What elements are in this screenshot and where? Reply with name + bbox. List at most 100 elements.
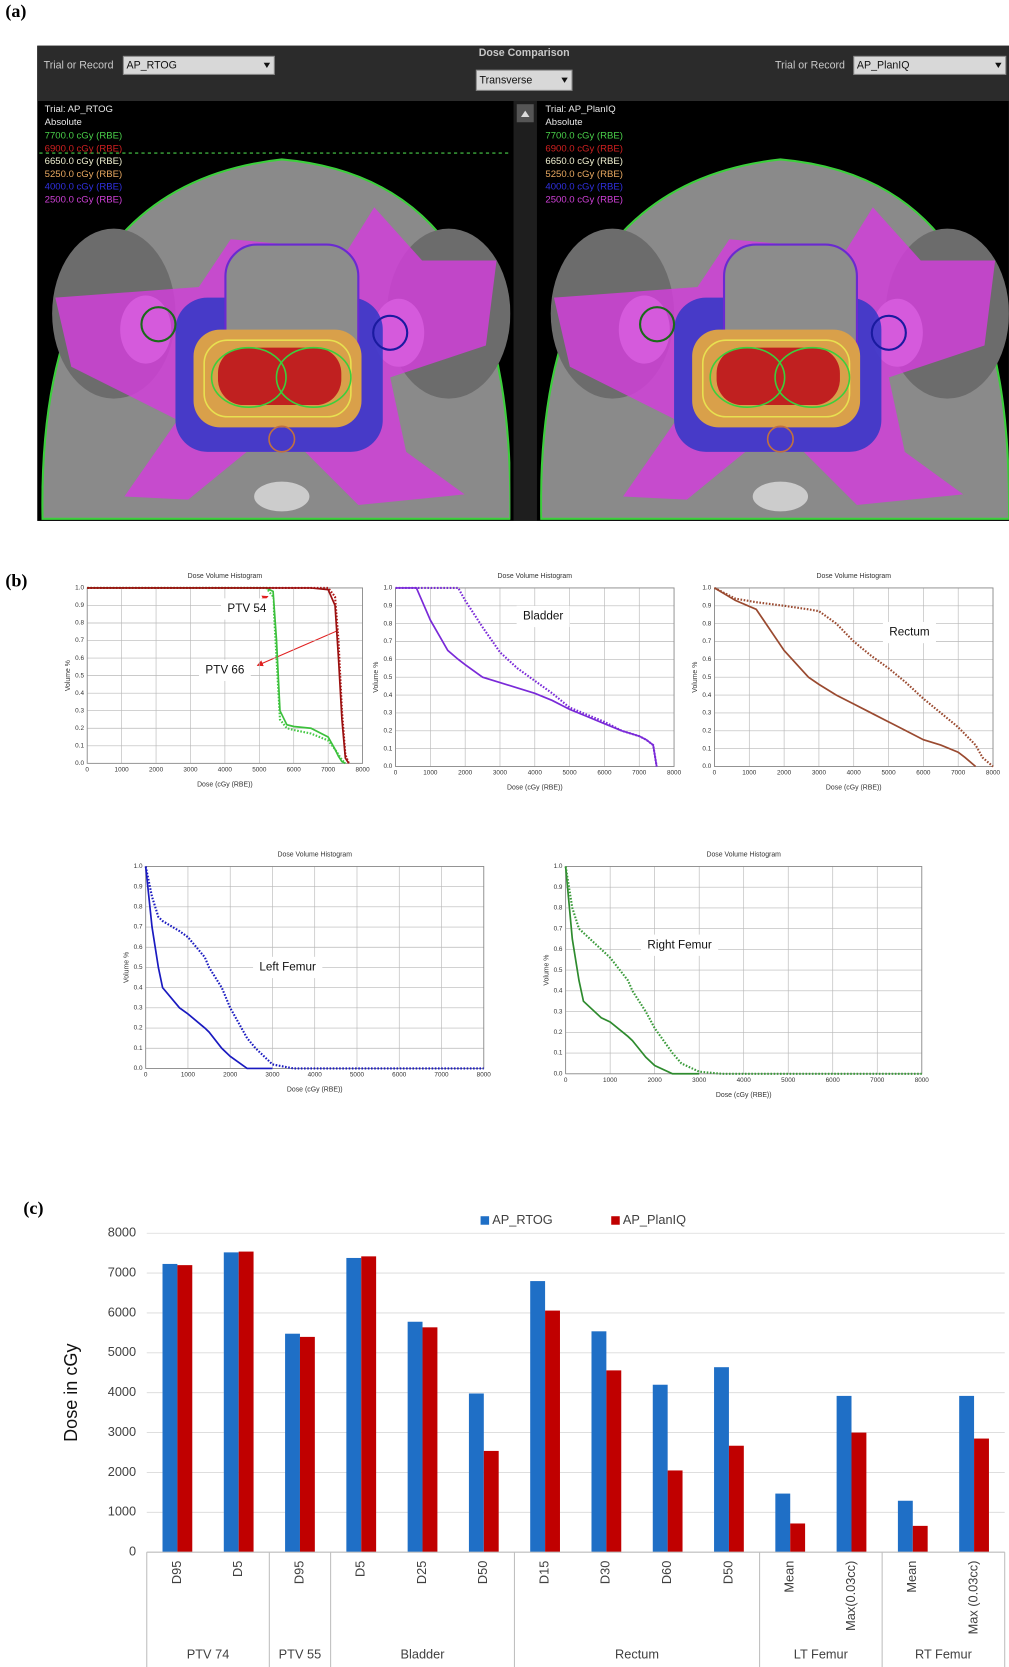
plot-frame	[714, 587, 994, 767]
y-axis-label: Volume %	[543, 955, 550, 986]
x-tick-label: 4000	[218, 766, 233, 773]
x-tick-label: 1000	[115, 766, 130, 773]
y-axis-label: Volume %	[123, 952, 130, 983]
bar	[790, 1523, 806, 1553]
x-tick-label: 5000	[781, 1077, 796, 1084]
bar	[346, 1257, 362, 1553]
bar	[177, 1265, 193, 1553]
y-axis-label: Volume %	[65, 660, 72, 691]
y-tick-label: 0	[129, 1544, 136, 1559]
x-tick-label: D30	[598, 1561, 613, 1584]
window-title: Dose Comparison	[479, 47, 570, 59]
x-tick-label: 1000	[423, 770, 438, 777]
dose-level: 7700.0 cGy (RBE)	[545, 131, 622, 142]
series-line	[395, 586, 658, 767]
dose-level: 4000.0 cGy (RBE)	[545, 182, 622, 193]
y-tick-label: 0.6	[383, 656, 392, 663]
y-tick-label: 0.0	[134, 1065, 143, 1072]
y-tick-label: 0.9	[702, 602, 711, 609]
x-tick-label: 6000	[916, 770, 931, 777]
x-tick-label: 3000	[812, 770, 827, 777]
bar	[407, 1321, 423, 1553]
y-tick-label: 0.2	[134, 1025, 143, 1032]
x-tick-label: D60	[659, 1561, 674, 1584]
view-dropdown[interactable]: Transverse	[475, 69, 573, 91]
dose-level: 6650.0 cGy (RBE)	[45, 156, 122, 167]
y-tick-label: 0.4	[134, 984, 143, 991]
y-tick-label: 0.7	[134, 924, 143, 931]
bar	[728, 1445, 744, 1553]
bar	[162, 1263, 178, 1553]
y-tick-label: 0.8	[702, 620, 711, 627]
series-line	[714, 587, 977, 768]
annotation: Bladder	[516, 605, 570, 628]
y-tick-label: 0.6	[554, 946, 563, 953]
x-tick-label: 2000	[223, 1072, 238, 1079]
group-label: RT Femur	[915, 1647, 973, 1662]
scrollbar[interactable]	[513, 100, 537, 521]
bar	[959, 1395, 975, 1553]
x-tick-label: 0	[144, 1072, 148, 1079]
y-tick-label: 1.0	[75, 585, 84, 592]
record-dropdown[interactable]: AP_RTOG	[122, 55, 275, 75]
bar	[591, 1331, 607, 1553]
x-tick-label: 3000	[183, 766, 198, 773]
y-tick-label: 0.8	[75, 620, 84, 627]
y-tick-label: 0.7	[702, 638, 711, 645]
y-tick-label: 0.4	[383, 692, 392, 699]
x-tick-label: 1000	[181, 1072, 196, 1079]
bar	[238, 1251, 254, 1553]
legend-swatch	[480, 1216, 490, 1225]
x-tick-label: 1000	[603, 1077, 618, 1084]
x-tick-label: 5000	[350, 1072, 365, 1079]
trial-text: Trial: AP_PlanIQ	[545, 104, 615, 115]
bar	[974, 1438, 989, 1553]
y-tick-label: 0.9	[75, 602, 84, 609]
y-tick-label: 0.6	[702, 656, 711, 663]
x-tick-label: Mean	[904, 1561, 919, 1593]
bar	[483, 1450, 499, 1553]
dose-level: 5250.0 cGy (RBE)	[45, 169, 122, 180]
dose-level: 2500.0 cGy (RBE)	[45, 194, 122, 205]
x-axis-label: Dose (cGy (RBE))	[507, 785, 563, 792]
x-tick-label: 2000	[458, 770, 473, 777]
dose-level: 7700.0 cGy (RBE)	[45, 131, 122, 142]
bar	[299, 1336, 315, 1553]
x-axis-label: Dose (cGy (RBE))	[197, 781, 253, 788]
trial-text: Trial: AP_RTOG	[45, 104, 113, 115]
y-tick-label: 0.0	[554, 1070, 563, 1077]
dose-level: 2500.0 cGy (RBE)	[545, 194, 622, 205]
bar	[422, 1327, 438, 1553]
x-tick-label: 2000	[149, 766, 164, 773]
group-label: PTV 55	[279, 1647, 322, 1662]
bar	[361, 1256, 377, 1553]
x-tick-label: 0	[564, 1077, 568, 1084]
x-tick-label: 7000	[951, 770, 966, 777]
y-tick-label: 0.5	[702, 674, 711, 681]
x-tick-label: 2000	[648, 1077, 663, 1084]
y-tick-label: 0.4	[554, 988, 563, 995]
chart-title: Dose Volume Histogram	[706, 852, 781, 859]
record-dropdown[interactable]: AP_PlanIQ	[853, 55, 1007, 75]
x-tick-label: 6000	[826, 1077, 841, 1084]
annotation-box	[253, 956, 323, 979]
x-tick-label: 4000	[528, 770, 543, 777]
bar	[285, 1333, 300, 1553]
mode-text: Absolute	[545, 117, 582, 128]
panel-label: (b)	[5, 571, 27, 592]
x-tick-label: 7000	[321, 766, 336, 773]
annotation-text: Left Femur	[259, 961, 316, 974]
y-tick-label: 0.3	[383, 710, 392, 717]
x-tick-label: 0	[394, 770, 398, 777]
annotation: Rectum	[882, 621, 936, 644]
x-tick-label: 5000	[563, 770, 578, 777]
annotation-text: Rectum	[889, 626, 929, 639]
legend-label: AP_RTOG	[492, 1212, 552, 1227]
x-tick-label: 8000	[986, 770, 1001, 777]
x-tick-label: 6000	[392, 1072, 407, 1079]
chart-title: Dose Volume Histogram	[277, 852, 352, 859]
y-tick-label: 8000	[108, 1225, 136, 1240]
y-tick-label: 0.0	[383, 763, 392, 770]
